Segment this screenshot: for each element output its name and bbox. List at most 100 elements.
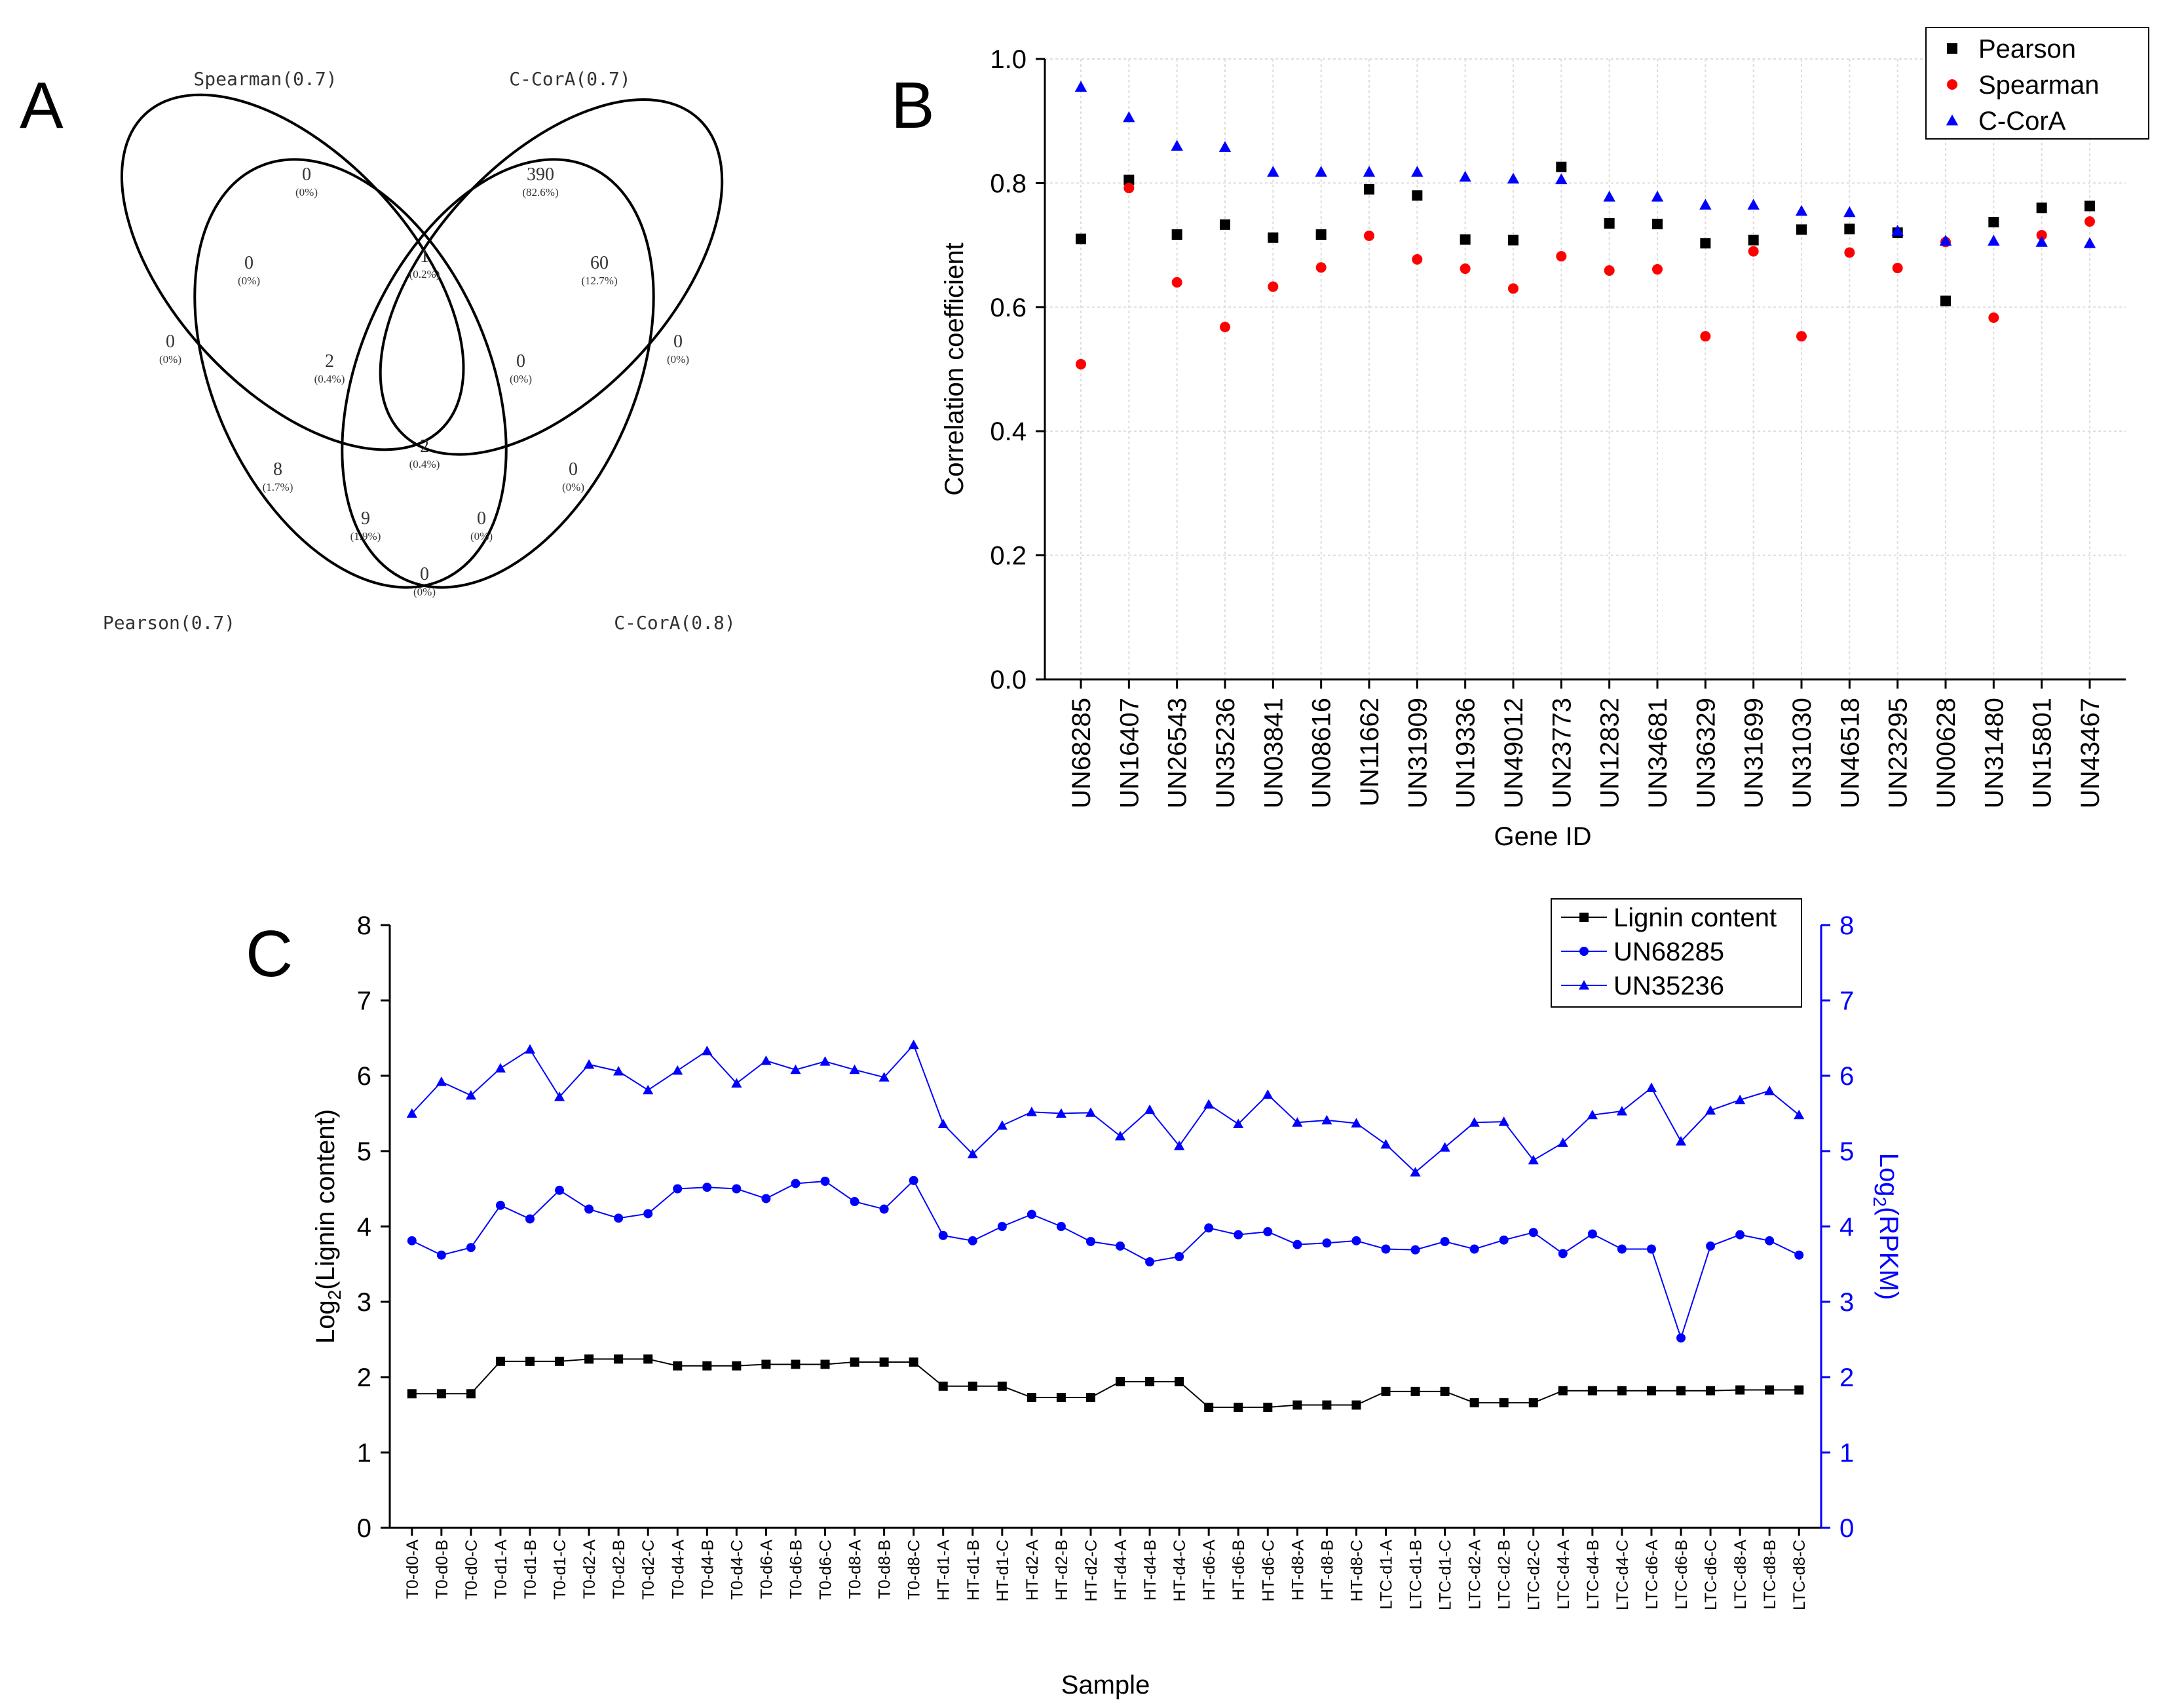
point-spearman	[1748, 246, 1759, 257]
point-un35236	[1262, 1089, 1273, 1099]
point-un68285	[968, 1236, 977, 1245]
venn-pct-pearson-spearman-ccora08: (1.7%)	[263, 481, 293, 493]
point-spearman	[1796, 331, 1807, 342]
point-un35236	[1174, 1140, 1185, 1150]
point-un68285	[673, 1184, 683, 1194]
right-y-title-post: (RPKM)	[1874, 1207, 1903, 1300]
left-y-axis-title: Log2(Lignin content)	[311, 1109, 345, 1344]
point-un68285	[1116, 1241, 1125, 1251]
x-tick-label: T0-d2-B	[610, 1540, 628, 1599]
point-lignin-content	[1085, 1393, 1095, 1403]
point-spearman	[1076, 358, 1086, 370]
point-un68285	[643, 1209, 653, 1219]
point-un68285	[1794, 1250, 1804, 1260]
venn-set-label-ccora07: C-CorA(0.7)	[509, 68, 630, 90]
left-y-title-sub: 2	[324, 1290, 345, 1300]
point-un68285	[1085, 1237, 1095, 1246]
point-un35236	[436, 1076, 447, 1086]
x-tick-label: UN36329	[1691, 698, 1720, 808]
point-lignin-content	[1587, 1386, 1597, 1395]
point-un68285	[732, 1184, 742, 1194]
x-tick-label: LTC-d8-A	[1731, 1540, 1750, 1610]
point-un35236	[554, 1091, 565, 1101]
point-un68285	[407, 1236, 417, 1245]
panel-letter-a: A	[20, 69, 64, 142]
point-lignin-content	[1646, 1386, 1656, 1395]
legend-box	[1925, 27, 2149, 140]
x-tick-label: T0-d2-C	[639, 1540, 658, 1600]
point-un35236	[495, 1063, 506, 1072]
x-tick-label: LTC-d1-A	[1377, 1540, 1395, 1610]
point-lignin-content	[1706, 1386, 1716, 1395]
point-lignin-content	[1292, 1400, 1302, 1410]
point-lignin-content	[1440, 1386, 1450, 1396]
point-lignin-content	[436, 1389, 446, 1399]
x-tick-label: LTC-d4-B	[1584, 1540, 1602, 1610]
point-un68285	[1558, 1249, 1568, 1259]
point-un68285	[850, 1197, 859, 1207]
x-tick-label: UN11662	[1355, 698, 1384, 807]
venn-pct-all-four: (0.4%)	[409, 458, 440, 470]
point-un35236	[731, 1078, 742, 1088]
point-lignin-content	[1381, 1386, 1391, 1396]
x-tick-label: HT-d8-B	[1318, 1540, 1336, 1601]
point-spearman	[1123, 182, 1135, 193]
right-y-tick-label: 3	[1839, 1288, 1854, 1317]
x-tick-label: UN16407	[1115, 698, 1144, 808]
x-tick-label: LTC-d2-C	[1525, 1540, 1543, 1610]
venn-pct-ccora07-ccora08: (12.7%)	[581, 275, 617, 287]
x-tick-label: T0-d8-A	[846, 1540, 865, 1599]
right-y-tick-label: 7	[1839, 987, 1854, 1015]
point-un68285	[1706, 1241, 1716, 1251]
point-un35236	[1026, 1107, 1037, 1116]
point-pearson	[1460, 234, 1471, 245]
legend-marker-c-cora	[1946, 114, 1959, 126]
y-tick-label: 0.6	[990, 294, 1027, 322]
x-tick-label: HT-d6-C	[1259, 1540, 1277, 1601]
venn-pct-spearman-ccora07-ccora08: (0%)	[510, 373, 532, 385]
point-un35236	[967, 1148, 978, 1159]
point-un68285	[1676, 1333, 1686, 1343]
point-c-cora	[1363, 166, 1376, 177]
point-lignin-content	[1499, 1398, 1509, 1408]
right-y-tick-label: 0	[1839, 1514, 1854, 1543]
point-spearman	[1460, 263, 1471, 275]
x-tick-label: HT-d4-A	[1112, 1540, 1130, 1601]
x-tick-label: T0-d8-C	[905, 1540, 924, 1600]
y-tick-label: 0.0	[990, 666, 1027, 694]
point-un68285	[436, 1250, 446, 1260]
left-y-tick-label: 1	[357, 1439, 371, 1468]
point-pearson	[1748, 235, 1759, 246]
point-spearman	[1508, 283, 1518, 294]
x-tick-label: T0-d4-C	[728, 1540, 746, 1600]
venn-count-spearman-only: 0	[302, 164, 311, 185]
point-c-cora	[2083, 237, 2096, 248]
point-lignin-content	[791, 1359, 801, 1369]
point-c-cora	[1843, 206, 1856, 218]
point-lignin-content	[495, 1356, 505, 1366]
point-un35236	[1528, 1154, 1539, 1165]
x-tick-label: UN34681	[1644, 698, 1672, 808]
x-tick-label: UN31909	[1403, 698, 1432, 808]
point-un35236	[524, 1044, 536, 1054]
x-tick-label: HT-d2-C	[1082, 1540, 1101, 1601]
point-un35236	[1144, 1104, 1156, 1114]
point-un35236	[1675, 1136, 1687, 1146]
x-tick-label: UN43467	[2076, 698, 2105, 808]
correlation-chart: B 0.0 0.2 0.4 0.6 0.8 1.0 UN68285 UN16407 UN2654…	[891, 27, 2149, 851]
venn-count-pearson-ccora07-ccora08: 0	[569, 459, 578, 480]
point-pearson	[1652, 218, 1663, 229]
point-un68285	[525, 1214, 535, 1224]
point-un68285	[1587, 1229, 1597, 1239]
point-un68285	[1027, 1209, 1036, 1219]
venn-set-label-spearman: Spearman(0.7)	[193, 68, 337, 90]
point-un68285	[1410, 1245, 1420, 1255]
x-tick-label: UN08616	[1308, 698, 1336, 808]
legend-marker-un35236	[1578, 979, 1590, 990]
expression-chart: C 0 0 1 1 2 2 3 3 4 4 5 5 6 6 7 7 8 8 T0-d0-A T0-d0-B T0-d0-…	[246, 898, 1903, 1699]
point-un35236	[1794, 1109, 1805, 1120]
x-tick-label: UN19336	[1452, 698, 1481, 808]
y-tick-label: 1.0	[990, 45, 1027, 74]
x-axis-title: Sample	[1061, 1671, 1150, 1699]
point-c-cora	[1267, 166, 1279, 177]
